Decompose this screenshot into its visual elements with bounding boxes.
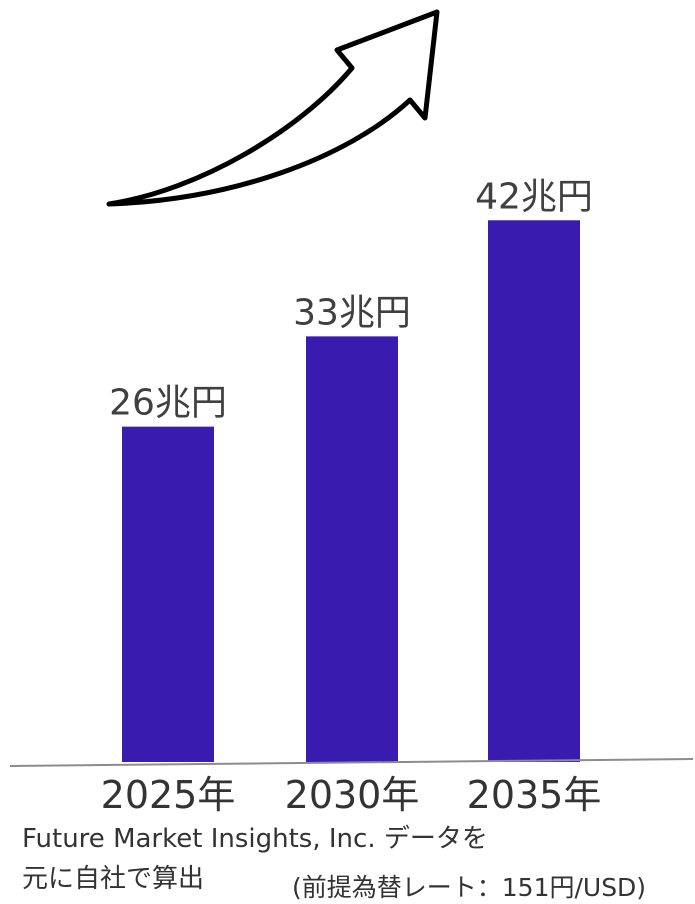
data-labels-group: 26兆円 33兆円 42兆円	[109, 176, 593, 423]
bars-group	[122, 220, 580, 763]
source-note-line1: Future Market Insights, Inc. データを	[22, 824, 488, 854]
x-axis-line	[9, 758, 694, 767]
x-tick-label-2: 2030年	[285, 773, 420, 817]
bar-3	[488, 220, 580, 763]
exchange-rate-note: (前提為替レート：151円/USD)	[292, 873, 647, 902]
source-note-line2: 元に自社で算出	[22, 864, 205, 894]
data-label-1: 26兆円	[109, 383, 227, 424]
data-label-3: 42兆円	[475, 176, 593, 217]
bar-1	[122, 426, 214, 762]
trend-arrow-icon	[106, 9, 440, 207]
data-label-2: 33兆円	[293, 292, 411, 333]
x-tick-label-3: 2035年	[467, 773, 602, 817]
x-tick-label-1: 2025年	[101, 773, 236, 817]
x-tick-labels-group: 2025年 2030年 2035年	[101, 773, 602, 817]
bar-2	[306, 336, 398, 762]
